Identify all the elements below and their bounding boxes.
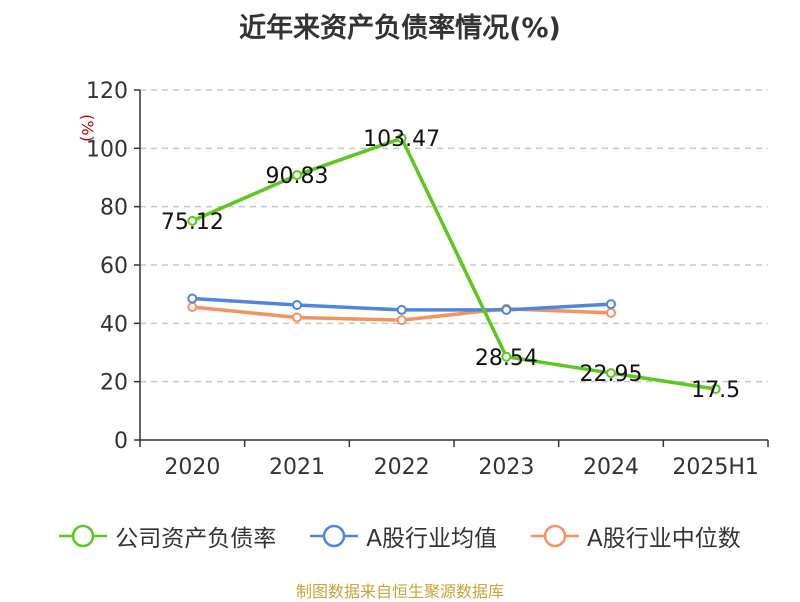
legend-label: 公司资产负债率 <box>115 526 277 552</box>
data-labels: 75.12 90.83 103.47 28.54 22.95 17.5 <box>161 127 740 403</box>
data-point <box>396 133 407 144</box>
legend-marker-circle <box>72 524 95 548</box>
x-tick-label: 2021 <box>269 455 325 480</box>
data-point <box>292 312 302 323</box>
source-note: 制图数据来自恒生聚源数据库 <box>295 582 504 601</box>
legend-marker-icon <box>310 524 359 548</box>
legend-item[interactable]: 公司资产负债率 <box>59 519 276 553</box>
legend-label: A股行业中位数 <box>587 526 741 552</box>
axes: 0 20 40 60 80 100 120 2020 2021 2022 2023 2024 2025H… <box>86 79 769 480</box>
x-tick-label: 2024 <box>583 455 639 480</box>
data-point <box>501 304 512 315</box>
data-point <box>606 307 616 318</box>
data-point <box>187 215 198 226</box>
y-tick-label: 0 <box>114 429 128 454</box>
x-tick-label: 2025H1 <box>672 455 759 480</box>
legend: 公司资产负债率 A股行业均值 A股行业中位数 <box>0 518 800 554</box>
legend-item[interactable]: A股行业均值 <box>310 519 497 553</box>
data-point <box>710 383 721 394</box>
y-tick-label: 100 <box>86 137 128 162</box>
y-tick-label: 60 <box>100 254 128 279</box>
legend-marker-circle <box>543 524 567 548</box>
data-label: 28.54 <box>475 346 538 371</box>
chart-title: 近年来资产负债率情况(%) <box>239 13 561 44</box>
data-point <box>396 315 407 326</box>
data-point <box>292 170 302 181</box>
y-tick-label: 80 <box>100 196 128 221</box>
data-label: 103.47 <box>363 127 440 152</box>
data-point <box>606 368 616 379</box>
legend-marker-icon <box>59 524 108 548</box>
data-point <box>292 299 302 310</box>
y-tick-label: 40 <box>100 312 128 337</box>
data-point <box>396 304 407 315</box>
y-tick-label: 120 <box>86 79 128 104</box>
y-tick-label: 20 <box>100 371 128 396</box>
grid-lines <box>140 89 768 383</box>
data-label: 90.83 <box>266 164 329 189</box>
data-point <box>187 302 198 312</box>
legend-marker-icon <box>531 524 579 548</box>
legend-marker-circle <box>323 524 346 548</box>
data-point <box>501 351 512 362</box>
series-lines <box>187 133 721 394</box>
data-point <box>187 293 198 304</box>
series-line-0 <box>190 136 718 391</box>
data-label: 17.5 <box>691 378 740 403</box>
x-tick-label: 2023 <box>478 455 534 480</box>
x-tick-label: 2022 <box>374 455 430 480</box>
data-point <box>606 299 616 310</box>
data-label: 75.12 <box>161 210 224 235</box>
legend-label: A股行业均值 <box>366 526 497 552</box>
legend-item[interactable]: A股行业中位数 <box>531 519 741 553</box>
data-label: 22.95 <box>580 362 643 387</box>
y-axis-label: (%) <box>78 114 97 142</box>
x-tick-label: 2020 <box>164 455 220 480</box>
